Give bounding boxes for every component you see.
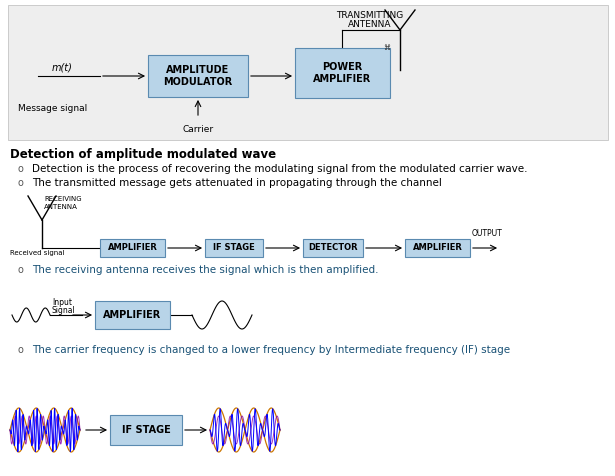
- Text: Input: Input: [52, 298, 72, 307]
- Text: POWER
AMPLIFIER: POWER AMPLIFIER: [314, 62, 371, 84]
- Text: AMPLIFIER: AMPLIFIER: [413, 244, 462, 252]
- Text: DETECTOR: DETECTOR: [308, 244, 358, 252]
- Text: The receiving antenna receives the signal which is then amplified.: The receiving antenna receives the signa…: [32, 265, 378, 275]
- Text: IF STAGE: IF STAGE: [122, 425, 170, 435]
- Text: Signal: Signal: [52, 306, 76, 315]
- Text: Received signal: Received signal: [10, 250, 65, 256]
- Text: AMPLITUDE
MODULATOR: AMPLITUDE MODULATOR: [164, 65, 232, 87]
- FancyBboxPatch shape: [303, 239, 363, 257]
- FancyBboxPatch shape: [205, 239, 263, 257]
- Text: The carrier frequency is changed to a lower frequency by Intermediate frequency : The carrier frequency is changed to a lo…: [32, 345, 510, 355]
- Text: o: o: [17, 164, 23, 174]
- Text: Message signal: Message signal: [18, 104, 87, 113]
- FancyBboxPatch shape: [95, 301, 170, 329]
- FancyBboxPatch shape: [8, 5, 608, 140]
- Text: The transmitted message gets attenuated in propagating through the channel: The transmitted message gets attenuated …: [32, 178, 442, 188]
- FancyBboxPatch shape: [405, 239, 470, 257]
- Text: Detection is the process of recovering the modulating signal from the modulated : Detection is the process of recovering t…: [32, 164, 528, 174]
- Text: TRANSMITTING: TRANSMITTING: [336, 11, 403, 20]
- FancyBboxPatch shape: [110, 415, 182, 445]
- Text: o: o: [17, 178, 23, 188]
- FancyBboxPatch shape: [295, 48, 390, 98]
- Text: m(t): m(t): [52, 63, 73, 73]
- Text: Detection of amplitude modulated wave: Detection of amplitude modulated wave: [10, 148, 276, 161]
- Text: AMPLIFIER: AMPLIFIER: [103, 310, 162, 320]
- Text: RECEIVING: RECEIVING: [44, 196, 82, 202]
- Text: IF STAGE: IF STAGE: [213, 244, 255, 252]
- Text: Carrier: Carrier: [183, 125, 213, 134]
- Text: ANTENNA: ANTENNA: [44, 204, 78, 210]
- FancyBboxPatch shape: [148, 55, 248, 97]
- Text: ANTENNA: ANTENNA: [348, 20, 392, 29]
- Text: ⌘: ⌘: [383, 45, 390, 51]
- Text: o: o: [17, 345, 23, 355]
- FancyBboxPatch shape: [100, 239, 165, 257]
- Text: AMPLIFIER: AMPLIFIER: [108, 244, 157, 252]
- Text: OUTPUT: OUTPUT: [472, 229, 502, 238]
- Text: o: o: [17, 265, 23, 275]
